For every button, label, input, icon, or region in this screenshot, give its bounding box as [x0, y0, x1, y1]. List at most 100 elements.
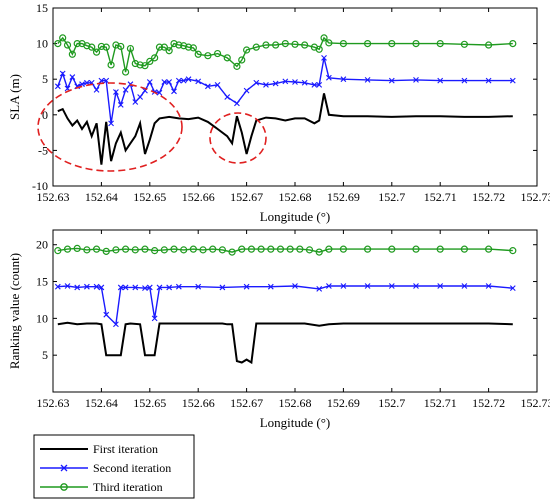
- p2-point-third-iteration: [485, 245, 493, 253]
- p1-point-third-iteration: [102, 43, 110, 51]
- p1-point-second-iteration: [292, 79, 298, 85]
- p1-ytick-label: -5: [38, 143, 48, 157]
- p2-point-third-iteration: [315, 248, 323, 256]
- p1-point-third-iteration: [63, 41, 72, 49]
- p2-point-third-iteration: [151, 247, 159, 255]
- p1-point-third-iteration: [301, 41, 309, 49]
- annotation-ellipse-2: [209, 112, 267, 164]
- p1-point-second-iteration: [253, 79, 260, 86]
- p2-point-second-iteration: [340, 283, 347, 289]
- p2-point-second-iteration: [83, 283, 90, 290]
- legend-label-third: Third iteration: [93, 480, 163, 494]
- p1-point-second-iteration: [93, 86, 100, 93]
- p2-point-second-iteration: [156, 284, 163, 291]
- p1-point-second-iteration: [316, 82, 323, 88]
- p2-point-second-iteration: [98, 284, 105, 291]
- p1-point-second-iteration: [122, 86, 129, 93]
- p1-point-third-iteration: [121, 68, 130, 76]
- p2-point-third-iteration: [325, 245, 333, 253]
- p2-point-second-iteration: [122, 284, 129, 291]
- p1-xtick-label: 152.66: [182, 190, 215, 204]
- p1-point-second-iteration: [461, 77, 468, 84]
- p2-xtick-label: 152.7: [378, 396, 405, 410]
- p1-point-third-iteration: [252, 43, 260, 51]
- p2-point-second-iteration: [509, 285, 516, 292]
- p1-point-third-iteration: [509, 39, 517, 48]
- p2-point-third-iteration: [228, 248, 236, 256]
- p2-point-third-iteration: [54, 247, 62, 255]
- p2-point-third-iteration: [436, 245, 444, 253]
- p2-point-third-iteration: [296, 245, 304, 253]
- p2-point-third-iteration: [141, 245, 149, 253]
- p1-point-third-iteration: [92, 48, 101, 56]
- p2-point-third-iteration: [180, 246, 188, 254]
- p1-xtick-label: 152.72: [472, 190, 505, 204]
- p1-point-third-iteration: [126, 44, 135, 53]
- sla-plot-area: [52, 7, 538, 187]
- legend-label-first: First iteration: [93, 442, 158, 456]
- p2-point-third-iteration: [412, 245, 420, 253]
- p1-point-second-iteration: [171, 88, 177, 95]
- p1-point-third-iteration: [320, 34, 328, 42]
- p2-point-third-iteration: [83, 246, 91, 254]
- p1-point-third-iteration: [112, 41, 120, 49]
- p1-point-third-iteration: [184, 43, 193, 51]
- p1-point-second-iteration: [311, 82, 318, 88]
- p1-point-second-iteration: [146, 79, 153, 85]
- p2-series-line-first-iteration: [57, 321, 513, 365]
- p1-point-third-iteration: [485, 41, 493, 49]
- p1-point-third-iteration: [151, 54, 159, 62]
- p2-xtick-label: 152.65: [133, 396, 166, 410]
- p1-point-third-iteration: [272, 41, 280, 49]
- p1-point-third-iteration: [54, 39, 62, 48]
- p2-point-third-iteration: [509, 247, 517, 255]
- p2-point-second-iteration: [195, 283, 202, 290]
- p1-point-third-iteration: [88, 43, 96, 51]
- p1-point-third-iteration: [180, 42, 188, 50]
- p2-xtick-label: 152.69: [327, 396, 360, 410]
- p1-point-third-iteration: [141, 62, 149, 70]
- p1-point-second-iteration: [214, 82, 221, 88]
- p1-ytick-label: 0: [42, 108, 48, 122]
- p1-point-third-iteration: [460, 40, 468, 48]
- p2-ytick-label: 5: [42, 348, 48, 362]
- p2-xtick-label: 152.63: [37, 396, 70, 410]
- p1-xtick-label: 152.71: [424, 190, 457, 204]
- p2-point-third-iteration: [238, 245, 246, 253]
- p1-point-third-iteration: [189, 44, 197, 52]
- p2-point-second-iteration: [54, 283, 61, 290]
- p1-series-line-second-iteration: [57, 57, 513, 124]
- p2-point-third-iteration: [364, 245, 372, 253]
- p1-point-second-iteration: [175, 77, 182, 84]
- p2-xtick-label: 152.71: [424, 396, 457, 410]
- p2-xtick-label: 152.67: [230, 396, 263, 410]
- p1-xtick-label: 152.65: [133, 190, 166, 204]
- sla-xlabel: Longitude (°): [260, 209, 331, 224]
- p1-point-second-iteration: [59, 70, 66, 77]
- p1-point-second-iteration: [243, 87, 250, 94]
- p2-point-third-iteration: [199, 246, 207, 254]
- p2-point-third-iteration: [257, 245, 265, 253]
- p2-point-second-iteration: [413, 283, 419, 289]
- p2-point-second-iteration: [437, 283, 444, 289]
- p2-point-second-iteration: [132, 284, 139, 291]
- p1-point-second-iteration: [185, 76, 192, 83]
- p1-point-third-iteration: [243, 46, 251, 54]
- p1-point-third-iteration: [233, 62, 241, 70]
- legend-marker-third: [60, 483, 68, 491]
- p1-point-third-iteration: [204, 52, 212, 60]
- p1-point-second-iteration: [180, 77, 187, 84]
- p1-point-second-iteration: [69, 74, 76, 80]
- p2-point-second-iteration: [142, 285, 148, 292]
- p2-point-second-iteration: [243, 283, 250, 290]
- p1-point-third-iteration: [146, 57, 154, 66]
- p2-point-second-iteration: [219, 284, 226, 291]
- sla-ylabel: SLA (m): [7, 74, 22, 120]
- p1-point-third-iteration: [160, 43, 168, 51]
- p1-point-second-iteration: [108, 120, 114, 127]
- p1-point-third-iteration: [364, 39, 372, 48]
- p1-point-third-iteration: [97, 42, 106, 51]
- p2-point-second-iteration: [151, 315, 158, 322]
- p1-point-third-iteration: [339, 39, 347, 48]
- p1-xtick-label: 152.68: [279, 190, 312, 204]
